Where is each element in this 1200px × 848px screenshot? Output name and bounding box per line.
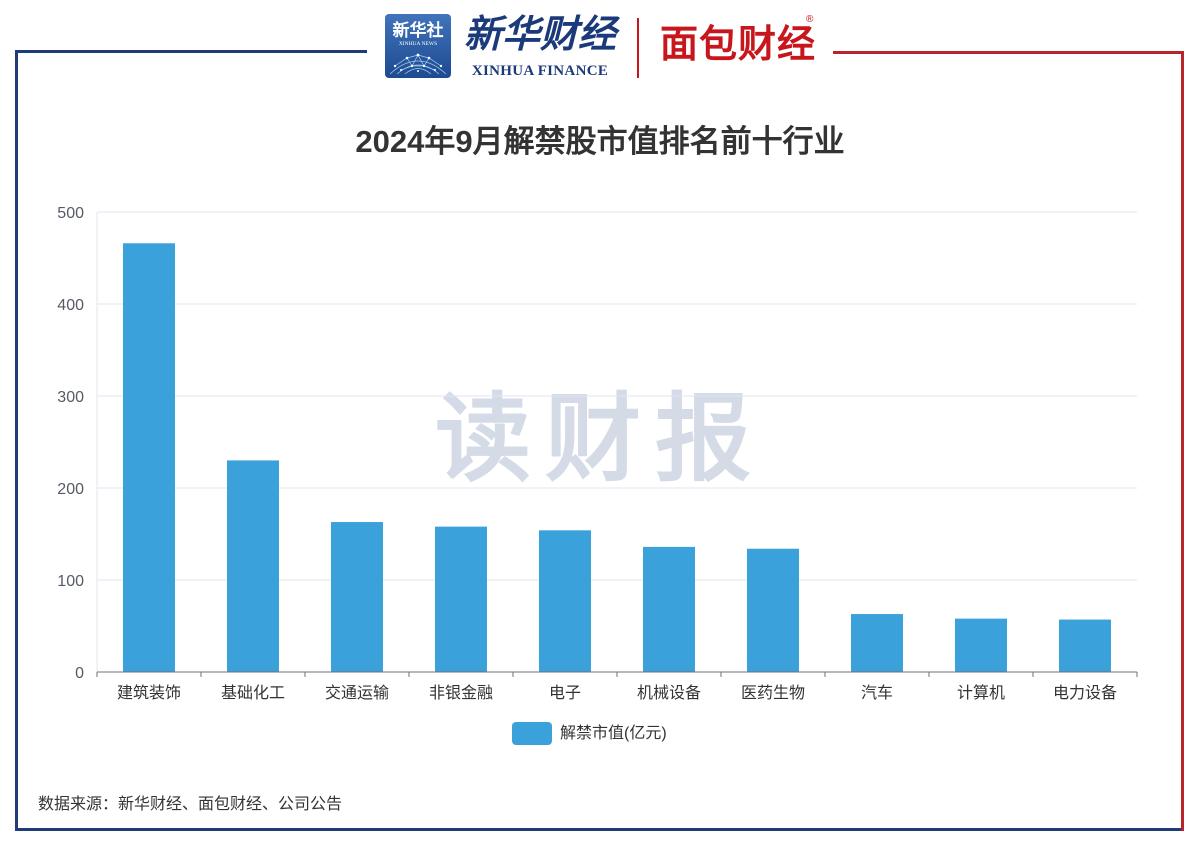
frame-top-right-line: [833, 51, 1184, 54]
frame-top-left-line: [15, 50, 367, 53]
source-note: 数据来源：新华财经、面包财经、公司公告: [38, 796, 343, 813]
bar: [227, 460, 279, 672]
y-tick-label: 0: [75, 665, 84, 682]
x-tick-label: 电力设备: [1053, 684, 1117, 702]
logo-divider: [637, 18, 639, 78]
legend-swatch: [512, 721, 552, 745]
bar: [851, 614, 903, 672]
x-tick-label: 机械设备: [637, 684, 701, 702]
frame-bottom-line: [15, 828, 1184, 831]
xinhua-finance-logo: 新华财经 XINHUA FINANCE: [460, 10, 620, 80]
bar: [955, 618, 1007, 672]
x-tick-label: 电子: [549, 684, 581, 702]
xinhua-news-logo-cn: 新华社: [393, 20, 444, 40]
x-tick-label: 计算机: [957, 683, 1005, 702]
y-tick-label: 300: [57, 389, 84, 406]
bar: [435, 526, 487, 672]
x-tick-label: 非银金融: [429, 684, 493, 702]
y-tick-label: 500: [57, 205, 84, 222]
x-tick-label: 建筑装饰: [117, 684, 181, 702]
bar: [643, 546, 695, 672]
x-tick-label: 基础化工: [221, 684, 285, 702]
bar: [331, 522, 383, 672]
bar: [747, 548, 799, 672]
mianbao-finance-logo: 面包财经 ®: [660, 14, 818, 72]
frame-left-line: [15, 50, 18, 831]
xinhua-finance-logo-en: XINHUA FINANCE: [471, 63, 609, 79]
frame-right-line: [1181, 51, 1184, 831]
legend-label: 解禁市值(亿元): [560, 724, 667, 742]
watermark: 读财报: [435, 386, 765, 493]
legend: 解禁市值(亿元): [512, 721, 667, 745]
y-tick-label: 400: [57, 297, 84, 314]
mianbao-finance-logo-cn: 面包财经: [660, 24, 817, 66]
registered-mark: ®: [806, 14, 814, 25]
globe-dots-icon: [393, 53, 443, 72]
xinhua-news-logo-en: XINHUA NEWS: [399, 41, 437, 47]
chart-title: 2024年9月解禁股市值排名前十行业: [355, 124, 845, 159]
bar: [1059, 619, 1111, 672]
x-tick-label: 交通运输: [325, 684, 389, 702]
xinhua-news-logo: 新华社 XINHUA NEWS: [385, 14, 451, 78]
bar: [123, 243, 175, 672]
x-tick-label: 汽车: [861, 684, 893, 702]
bar: [539, 530, 591, 672]
y-tick-label: 100: [57, 573, 84, 590]
y-tick-label: 200: [57, 481, 84, 498]
xinhua-finance-logo-cn: 新华财经: [463, 11, 616, 56]
x-tick-label: 医药生物: [741, 684, 805, 702]
xinhua-news-logo-graphic: 新华社 XINHUA NEWS: [385, 14, 451, 78]
